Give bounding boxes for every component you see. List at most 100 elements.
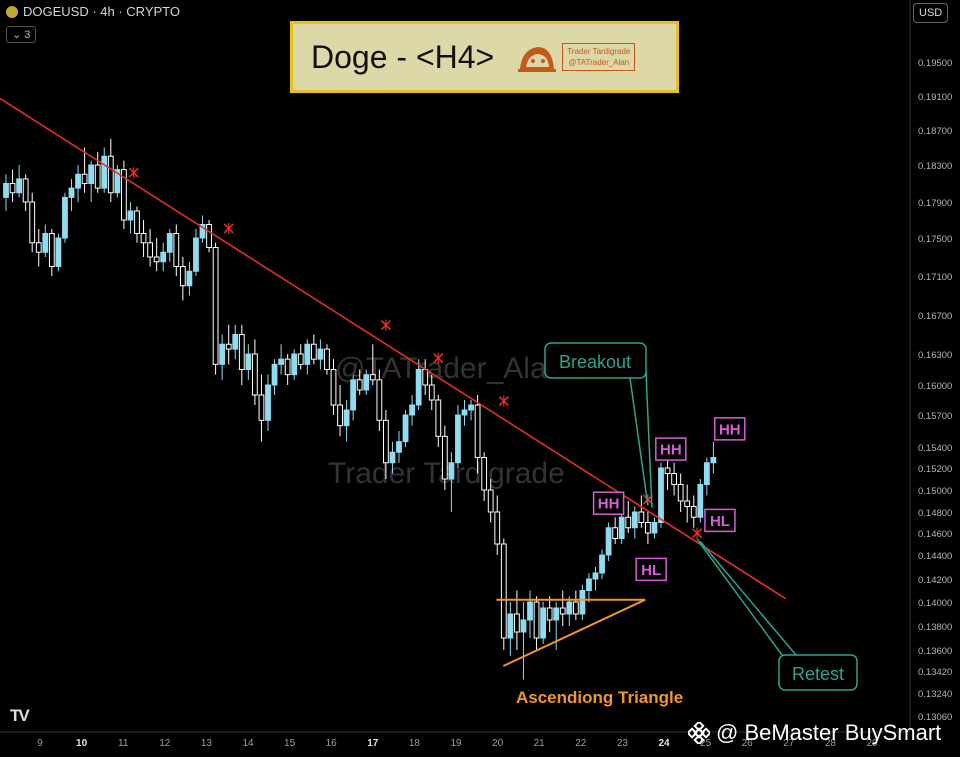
candle-body bbox=[710, 457, 717, 464]
candle-body bbox=[396, 441, 402, 453]
triangle-label: Ascendiong Triangle bbox=[516, 688, 683, 707]
candle-body bbox=[658, 467, 664, 523]
banner-title: Doge - <H4> bbox=[311, 38, 495, 75]
time-tick-label: 26 bbox=[742, 738, 754, 749]
tradingview-logo-icon[interactable]: TV bbox=[10, 706, 30, 725]
candle bbox=[219, 334, 226, 380]
candle bbox=[193, 229, 199, 276]
candle bbox=[35, 229, 42, 267]
candle-body bbox=[631, 511, 638, 529]
candle-body bbox=[664, 467, 671, 474]
candle-body bbox=[448, 462, 455, 480]
candle bbox=[481, 452, 488, 501]
candle bbox=[690, 495, 697, 528]
candle bbox=[658, 462, 664, 528]
candles-layer bbox=[3, 138, 717, 680]
tardigrade-logo-icon bbox=[518, 47, 557, 72]
candle-body bbox=[9, 183, 16, 194]
time-tick-label: 23 bbox=[617, 738, 629, 749]
time-tick-label: 21 bbox=[534, 738, 546, 749]
time-axis[interactable]: 9 10 11 12 13 14 15 16 17 18 19 20 21 22 23 24 25 26 27 28 2… bbox=[37, 738, 878, 749]
candle-body bbox=[297, 353, 304, 365]
swing-label-box bbox=[592, 491, 625, 515]
price-tick-label: 0.13420 bbox=[918, 667, 952, 678]
trendline bbox=[0, 97, 786, 600]
swing-label-box bbox=[635, 557, 667, 582]
candle bbox=[494, 495, 501, 555]
candle bbox=[546, 596, 553, 632]
candle bbox=[428, 374, 435, 410]
candle bbox=[324, 344, 330, 375]
time-tick-label: 10 bbox=[76, 738, 88, 749]
candle bbox=[212, 242, 219, 375]
candle bbox=[618, 512, 625, 544]
candle-body bbox=[55, 237, 62, 267]
retest-pointer bbox=[696, 538, 783, 656]
candle bbox=[599, 549, 605, 579]
candle-body bbox=[441, 435, 448, 480]
candle-body bbox=[546, 607, 553, 621]
time-tick-label: 19 bbox=[450, 738, 462, 749]
candle-body bbox=[428, 384, 435, 401]
price-tick-label: 0.13060 bbox=[918, 712, 952, 723]
candle bbox=[586, 573, 592, 602]
candle-body bbox=[533, 601, 540, 639]
candle bbox=[533, 596, 540, 650]
candle bbox=[62, 192, 68, 243]
symbol-header[interactable]: DOGEUSD · 4h · CRYPTO bbox=[6, 4, 180, 19]
candle bbox=[605, 522, 612, 561]
candle bbox=[527, 590, 533, 638]
indicator-toggle[interactable]: ⌄ 3 bbox=[6, 26, 37, 43]
touch-marker-icon bbox=[380, 319, 391, 331]
doge-coin-icon bbox=[6, 5, 18, 18]
price-axis[interactable]: 0.19500 0.19100 0.18700 0.18300 0.17900 0.175… bbox=[918, 58, 952, 723]
candle-body bbox=[697, 484, 704, 518]
triangle-support bbox=[502, 598, 646, 667]
candle bbox=[671, 462, 678, 496]
chevron-down-icon: ⌄ bbox=[12, 29, 22, 41]
candle-body bbox=[291, 353, 298, 376]
candle-body bbox=[527, 601, 533, 621]
indicator-count: 3 bbox=[24, 29, 31, 41]
candle bbox=[278, 344, 285, 375]
currency-selector[interactable]: USD bbox=[913, 3, 949, 23]
candle bbox=[81, 147, 88, 193]
price-tick-label: 0.17100 bbox=[918, 272, 952, 283]
time-tick-label: 29 bbox=[866, 738, 878, 749]
candle-body bbox=[435, 399, 442, 437]
price-tick-label: 0.14000 bbox=[918, 598, 952, 609]
candle bbox=[225, 324, 232, 365]
candle-body bbox=[651, 522, 658, 534]
candle-body bbox=[35, 242, 42, 253]
candle-body bbox=[127, 210, 134, 221]
price-tick-label: 0.13600 bbox=[918, 646, 952, 657]
candle bbox=[3, 174, 9, 211]
candle-body bbox=[324, 348, 330, 370]
candle-body bbox=[487, 489, 494, 513]
candle bbox=[559, 590, 566, 626]
swing-label: HL bbox=[641, 562, 661, 579]
drawing-layer: Ascendiong Triangle Breakout Retest HH HL HH H… bbox=[0, 97, 858, 707]
time-tick-label: 17 bbox=[367, 738, 379, 749]
candle bbox=[173, 224, 180, 276]
candle-body bbox=[271, 363, 278, 386]
price-tick-label: 0.19100 bbox=[918, 92, 952, 103]
candle-body bbox=[134, 210, 140, 234]
candle bbox=[350, 374, 357, 421]
candle-body bbox=[186, 270, 193, 287]
swing-label-box bbox=[704, 508, 736, 533]
candle-body bbox=[605, 527, 612, 556]
touch-marker-icon bbox=[691, 527, 703, 539]
price-tick-label: 0.14600 bbox=[918, 529, 952, 540]
breakout-pointer bbox=[629, 377, 649, 506]
candle bbox=[140, 220, 147, 257]
candle bbox=[297, 344, 304, 370]
candle bbox=[271, 359, 278, 395]
candle-body bbox=[356, 379, 363, 391]
candle-body bbox=[225, 343, 232, 350]
candle-body bbox=[140, 233, 147, 244]
candle-body bbox=[474, 404, 481, 458]
candle-body bbox=[206, 224, 212, 248]
candle-body bbox=[514, 613, 520, 633]
